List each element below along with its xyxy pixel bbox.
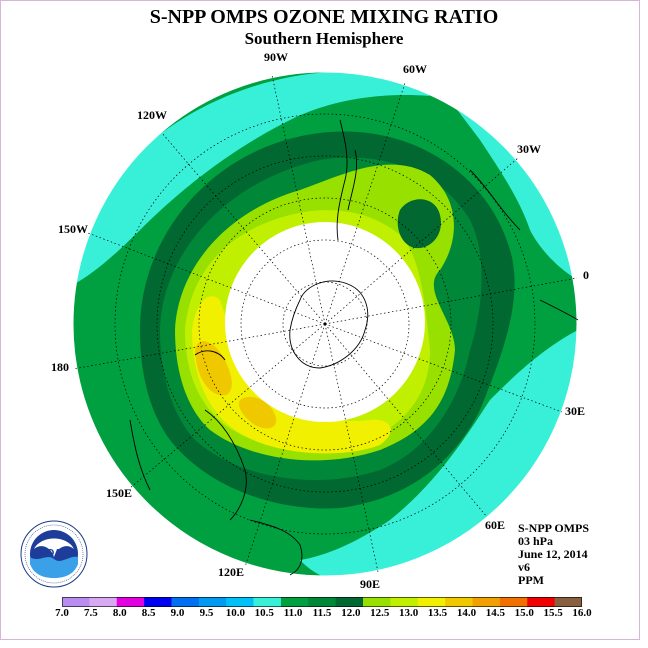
field-11.5-12-blob bbox=[397, 199, 441, 249]
colorbar-tick-label: 9.5 bbox=[199, 607, 214, 619]
colorbar-swatch bbox=[527, 597, 555, 607]
meridian-lines bbox=[72, 74, 578, 573]
nz-coast bbox=[249, 519, 303, 576]
colorbar-swatch bbox=[335, 597, 364, 607]
colorbar-tick-label: 8.0 bbox=[112, 607, 127, 619]
lon-label-120e: 120E bbox=[218, 565, 245, 579]
lon-label-60e: 60E bbox=[485, 518, 506, 532]
lon-label-30e: 30E bbox=[565, 404, 586, 418]
colorbar-tick-label: 10.5 bbox=[254, 607, 274, 619]
coastlines bbox=[129, 119, 579, 576]
colorbar-tick-label: 10.0 bbox=[225, 607, 245, 619]
colorbar-swatch bbox=[417, 597, 446, 607]
info-version: v6 bbox=[518, 560, 530, 574]
field-10.5-11-ne bbox=[440, 88, 577, 280]
colorbar-swatch bbox=[144, 597, 172, 607]
south-pole-marker bbox=[323, 322, 327, 326]
colorbar-tick-label: 9.0 bbox=[170, 607, 185, 619]
lon-label-120w: 120W bbox=[137, 108, 167, 122]
colorbar-swatch bbox=[308, 597, 336, 607]
colorbar-tick-label: 15.0 bbox=[514, 607, 534, 619]
colorbar-tick-label: 13.5 bbox=[427, 607, 448, 619]
south-america-coast bbox=[336, 119, 358, 241]
lon-label-30w: 30W bbox=[517, 142, 541, 156]
colorbar-tick-label: 14.5 bbox=[485, 607, 505, 619]
colorbar-swatch bbox=[280, 597, 309, 607]
field-10.5-11-nw bbox=[73, 72, 430, 290]
colorbar-swatch bbox=[171, 597, 200, 607]
colorbar-tick-label: 7.5 bbox=[84, 607, 98, 619]
colorbar bbox=[62, 597, 582, 607]
page-subtitle: Southern Hemisphere bbox=[244, 29, 404, 48]
colorbar-tick-label: 11.5 bbox=[312, 607, 332, 619]
info-date: June 12, 2014 bbox=[518, 547, 588, 561]
colorbar-swatch bbox=[445, 597, 473, 607]
colorbar-swatch bbox=[390, 597, 419, 607]
colorbar-tick-label: 13.0 bbox=[399, 607, 419, 619]
lon-label-0: 0 bbox=[583, 268, 589, 282]
noaa-logo: NOAA bbox=[20, 520, 88, 588]
info-instrument: S-NPP OMPS bbox=[518, 521, 589, 535]
lon-label-90e: 90E bbox=[360, 577, 381, 591]
field-13.5-14 bbox=[192, 296, 391, 454]
info-block: S-NPP OMPS 03 hPa June 12, 2014 v6 PPM bbox=[518, 522, 589, 587]
polar-night-mask bbox=[225, 222, 425, 422]
colorbar-tick-label: 12.5 bbox=[370, 607, 390, 619]
lon-label-90w: 90W bbox=[264, 50, 288, 64]
colorbar-swatch bbox=[226, 597, 254, 607]
field-10.5-11-se bbox=[300, 330, 577, 576]
australia-coast bbox=[129, 350, 247, 521]
colorbar-tick-label: 15.5 bbox=[543, 607, 563, 619]
lon-label-60w: 60W bbox=[403, 62, 427, 76]
africa-coast bbox=[469, 169, 579, 321]
colorbar-border bbox=[62, 597, 582, 607]
colorbar-swatch bbox=[253, 597, 282, 607]
lon-label-150w: 150W bbox=[58, 222, 88, 236]
colorbar-swatch bbox=[499, 597, 528, 607]
info-level: 03 hPa bbox=[518, 534, 554, 548]
colorbar-tick-label: 7.0 bbox=[55, 607, 69, 619]
colorbar-tick-label: 11.0 bbox=[283, 607, 303, 619]
colorbar-swatch bbox=[472, 597, 501, 607]
colorbar-swatch bbox=[116, 597, 145, 607]
colorbar-tick-label: 16.0 bbox=[572, 607, 592, 619]
antarctica-coast bbox=[289, 280, 369, 369]
colorbar-tick-label: 14.0 bbox=[456, 607, 477, 619]
colorbar-tick-label: 8.5 bbox=[141, 607, 156, 619]
field-14-14.5-a bbox=[195, 340, 232, 396]
map-boundary bbox=[72, 71, 578, 577]
colorbar-tick-label: 12.0 bbox=[341, 607, 361, 619]
figure-frame bbox=[0, 0, 640, 640]
page-title: S-NPP OMPS OZONE MIXING RATIO bbox=[149, 6, 499, 28]
logo-text: NOAA bbox=[39, 548, 68, 559]
ozone-field bbox=[73, 72, 577, 576]
field-14-14.5-b bbox=[239, 396, 277, 429]
lon-label-150e: 150E bbox=[106, 486, 133, 500]
colorbar-swatch bbox=[363, 597, 391, 607]
colorbar-swatch bbox=[554, 597, 582, 607]
info-units: PPM bbox=[518, 573, 544, 587]
colorbar-swatch bbox=[62, 597, 90, 607]
colorbar-swatch bbox=[198, 597, 227, 607]
lon-label-180: 180 bbox=[51, 360, 69, 374]
colorbar-swatch bbox=[89, 597, 118, 607]
